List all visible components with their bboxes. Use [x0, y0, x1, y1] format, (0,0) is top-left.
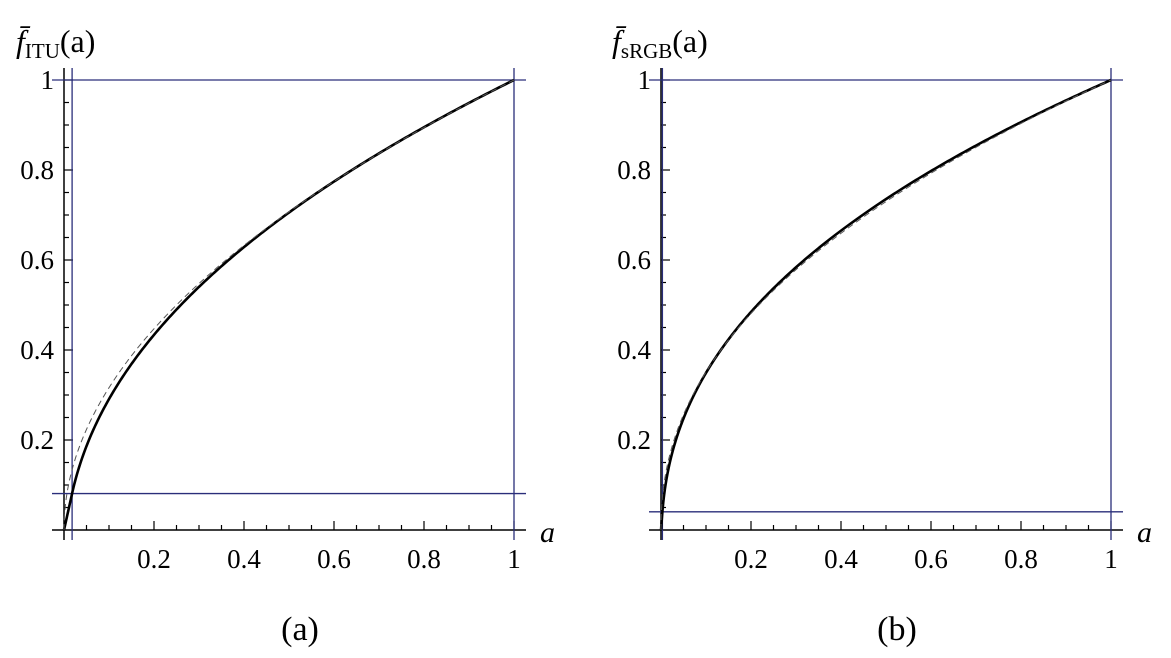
curve-solid-series	[659, 78, 1112, 532]
chart-panel-b: f̄sRGB(a) a (b) 0.2 0.4 0.6 0.8 1 0.2 0.4 0.6 0.…	[612, 23, 1152, 648]
x-tick-label: 0.4	[227, 544, 261, 574]
panel-label: (b)	[877, 611, 917, 648]
chart-panel-a: f̄ITU(a) a (a) 0.2 0.4 0.6 0.8 1 0.2 0.4 0.6 0.8…	[16, 23, 555, 648]
y-tick-label: 0.6	[617, 245, 651, 275]
y-tick-label: 0.4	[20, 335, 54, 365]
y-tick-label: 0.2	[617, 425, 651, 455]
y-tick-label: 1	[41, 65, 55, 95]
y-tick-label: 0.2	[20, 425, 54, 455]
x-axis-title: a	[1137, 516, 1152, 549]
y-tick-label: 0.4	[617, 335, 651, 365]
y-tick-label: 0.8	[617, 155, 651, 185]
x-tick-label: 1	[507, 544, 521, 574]
y-tick-label: 0.8	[20, 155, 54, 185]
y-axis-title: f̄ITU(a)	[16, 23, 95, 63]
x-tick-label: 0.6	[317, 544, 351, 574]
x-axis-title: a	[540, 516, 555, 549]
x-tick-label: 0.2	[137, 544, 171, 574]
curve-dashed-series	[660, 79, 1112, 530]
curve-dashed-series	[63, 79, 515, 530]
x-tick-label: 1	[1104, 544, 1118, 574]
curve-solid-series	[62, 78, 515, 532]
y-tick-label: 0.6	[20, 245, 54, 275]
x-tick-label: 0.8	[407, 544, 441, 574]
y-tick-label: 1	[638, 65, 652, 95]
panel-label: (a)	[281, 611, 319, 648]
x-tick-label: 0.8	[1004, 544, 1038, 574]
y-axis-title: f̄sRGB(a)	[612, 23, 708, 63]
x-tick-label: 0.4	[824, 544, 858, 574]
x-tick-label: 0.6	[914, 544, 948, 574]
x-tick-label: 0.2	[734, 544, 768, 574]
